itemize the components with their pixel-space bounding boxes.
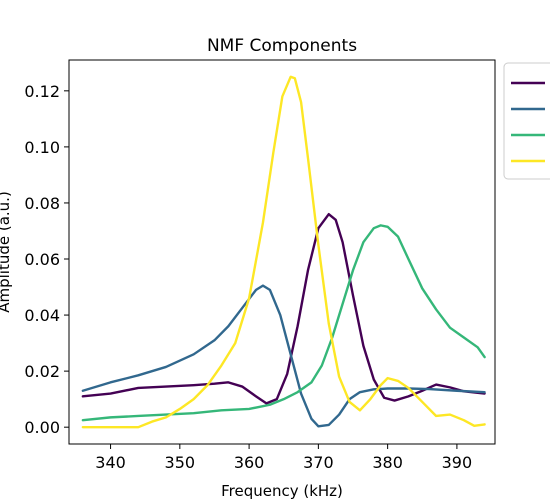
y-tick-label: 0.08	[24, 194, 60, 213]
y-tick-label: 0.04	[24, 306, 60, 325]
series-line-4	[81, 75, 486, 429]
y-tick-label: 0.02	[24, 362, 60, 381]
y-tick-label: 0.06	[24, 250, 60, 269]
y-axis-label: Amplitude (a.u.)	[0, 191, 13, 313]
plot-frame	[68, 59, 496, 445]
x-tick-label: 350	[165, 453, 196, 472]
y-axis: 0.00 0.02 0.04 0.06 0.08 0.10 0.12	[24, 82, 69, 437]
x-tick-label: 360	[234, 453, 265, 472]
y-tick-label: 0.12	[24, 82, 60, 101]
series-line-3	[81, 224, 486, 422]
legend-box	[503, 62, 550, 180]
x-tick-label: 390	[442, 453, 473, 472]
x-axis: 340 350 360 370 380 390	[95, 444, 472, 472]
x-tick-label: 380	[372, 453, 403, 472]
x-tick-label: 370	[303, 453, 334, 472]
series-lines	[81, 75, 486, 429]
legend	[503, 62, 550, 180]
x-axis-label: Frequency (kHz)	[221, 482, 343, 500]
chart-title: NMF Components	[207, 36, 357, 56]
y-tick-label: 0.10	[24, 138, 60, 157]
x-tick-label: 340	[95, 453, 126, 472]
y-tick-label: 0.00	[24, 418, 60, 437]
series-line-2	[81, 284, 486, 428]
